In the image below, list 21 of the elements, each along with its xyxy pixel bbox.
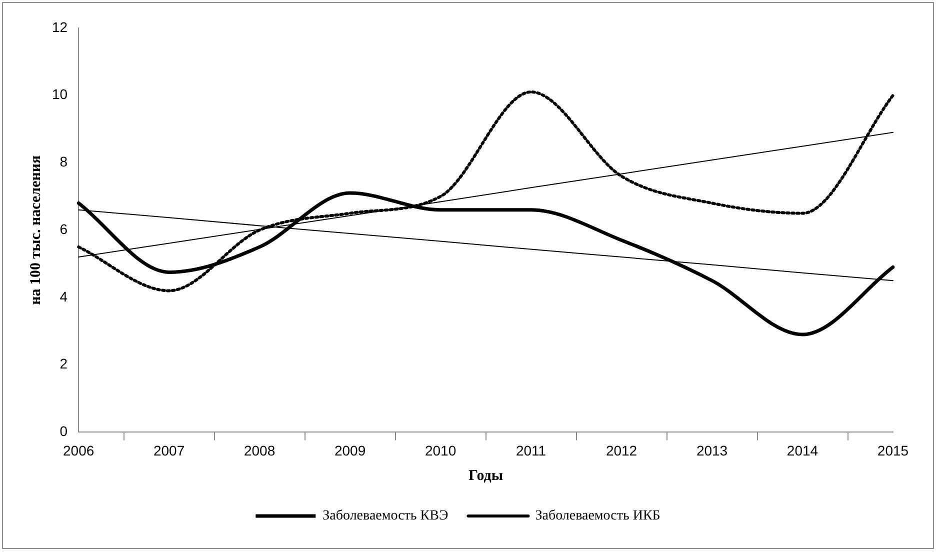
y-axis-title: на 100 тыс. населения xyxy=(28,155,44,305)
x-tick-label: 2012 xyxy=(606,442,638,458)
y-tick-label: 4 xyxy=(60,288,68,304)
y-tick-label: 2 xyxy=(60,356,68,372)
y-tick-label: 6 xyxy=(60,220,68,237)
x-tick-label: 2014 xyxy=(786,442,818,458)
x-tick-label: 2015 xyxy=(877,442,909,458)
x-tick-label: 2007 xyxy=(153,442,185,458)
x-tick-label: 2006 xyxy=(62,442,94,458)
y-tick-label: 10 xyxy=(52,86,68,102)
legend-label: Заболеваемость ИКБ xyxy=(535,508,660,524)
y-tick-label: 0 xyxy=(60,423,68,440)
x-tick-label: 2013 xyxy=(696,442,728,458)
x-tick-label: 2011 xyxy=(516,442,546,458)
y-tick-label: 8 xyxy=(60,154,68,170)
x-tick-label: 2008 xyxy=(244,442,276,458)
x-tick-label: 2009 xyxy=(334,442,366,458)
y-tick-label: 12 xyxy=(52,18,68,35)
x-axis-title: Годы xyxy=(468,468,504,484)
legend-label: Заболеваемость КВЭ xyxy=(322,508,448,524)
x-tick-label: 2010 xyxy=(424,442,456,458)
